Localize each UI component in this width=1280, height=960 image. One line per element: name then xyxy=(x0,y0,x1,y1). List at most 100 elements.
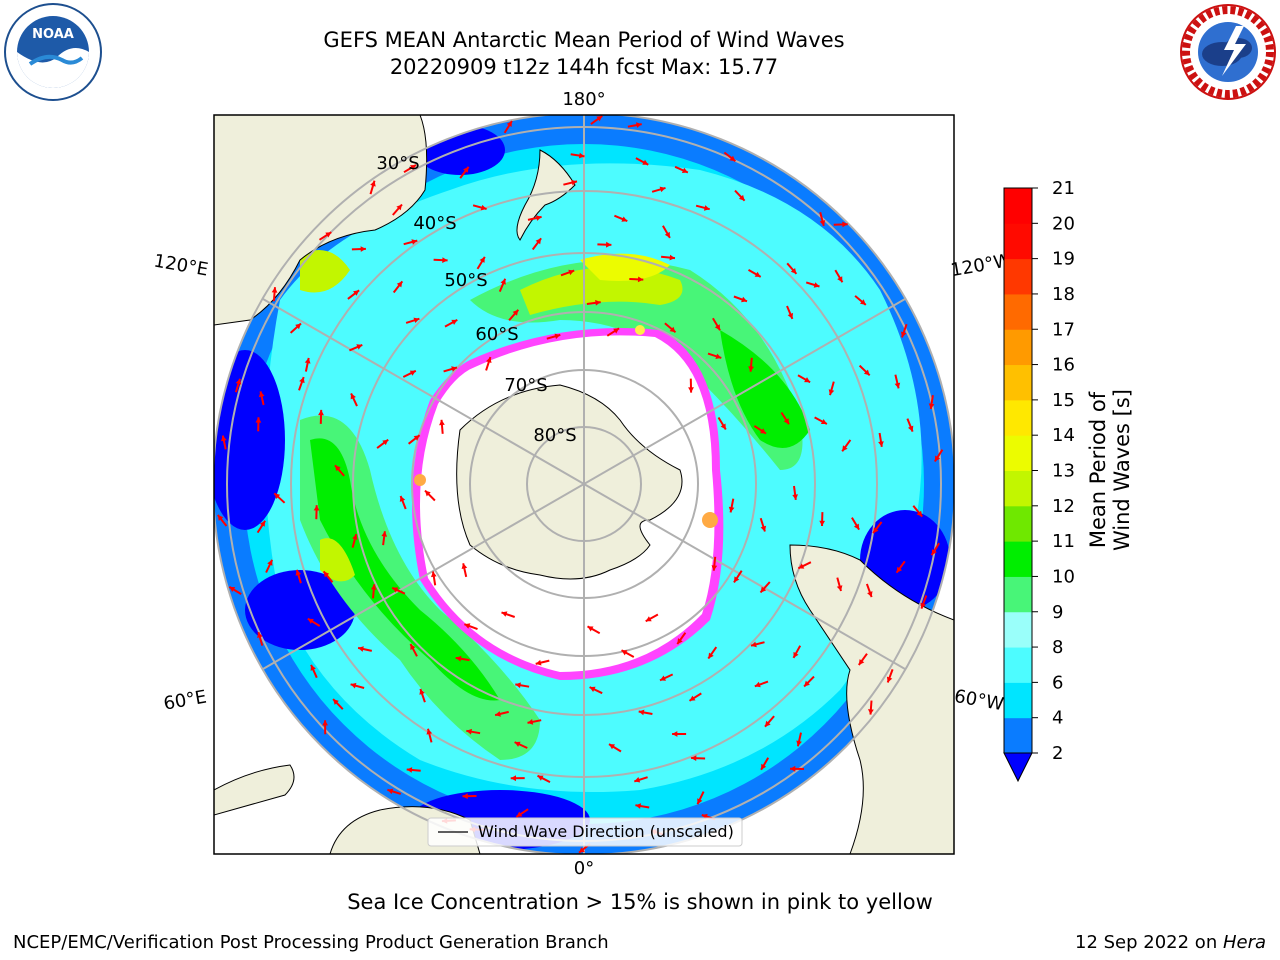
wave-direction-arrowhead xyxy=(439,419,445,426)
wave-direction-arrowhead xyxy=(295,569,302,576)
colorbar: 2 4 6 8 9 10 11 12 13 14 15 16 17 18 19 20 21 xyxy=(1003,178,1075,783)
wave-direction-arrowhead xyxy=(387,788,394,795)
wind-wave-direction-vectors xyxy=(217,115,944,854)
wave-direction-arrowhead xyxy=(495,711,501,717)
wave-direction-arrowhead xyxy=(299,377,305,384)
wave-direction-arrowhead xyxy=(413,317,420,323)
chart-subtitle: 20220909 t12z 144h fcst Max: 15.77 xyxy=(389,55,779,79)
wave-direction-arrowhead xyxy=(307,618,314,624)
lat-label-60s: 60°S xyxy=(475,324,518,345)
wave-direction-arrowhead xyxy=(480,204,487,211)
wave-direction-arrowhead xyxy=(920,602,926,609)
wave-direction-arrowhead xyxy=(787,312,793,319)
wave-direction-arrowhead xyxy=(621,650,628,656)
wave-direction-arrowhead xyxy=(413,435,420,441)
colorbar-segment xyxy=(1004,505,1032,542)
wave-direction-arrowhead xyxy=(609,744,615,750)
wave-direction-arrowhead xyxy=(689,695,696,701)
longitude-gridlines xyxy=(262,115,906,854)
wave-direction-arrowhead xyxy=(858,659,865,665)
wave-direction-arrowhead xyxy=(410,165,416,171)
wave-direction-arrowhead xyxy=(761,763,767,770)
colorbar-tick-label: 21 xyxy=(1052,178,1075,199)
lat-label-80s: 80°S xyxy=(533,425,576,446)
wave-direction-arrowhead xyxy=(642,159,649,165)
footer-machine: Hera xyxy=(1222,932,1266,953)
wave-direction-arrowhead xyxy=(878,441,884,447)
wave-direction-arrowhead xyxy=(886,676,893,683)
sea-ice-note: Sea Ice Concentration > 15% is shown in … xyxy=(347,890,933,914)
wave-direction-arrowhead xyxy=(451,319,458,325)
wave-direction-arrowhead xyxy=(406,767,413,773)
colorbar-segment xyxy=(1004,223,1032,260)
wave-direction-arrowhead xyxy=(356,344,363,350)
wave-direction-arrowhead xyxy=(828,389,835,396)
colorbar-segment xyxy=(1004,258,1032,295)
wave-direction-arrowhead xyxy=(461,563,468,569)
wave-direction-arrowhead xyxy=(688,387,694,393)
wave-direction-arrowhead xyxy=(836,585,843,591)
wave-direction-arrowhead xyxy=(813,282,820,288)
wave-direction-arrowhead xyxy=(419,688,425,695)
wave-direction-arrowhead xyxy=(409,370,416,376)
wave-direction-arrowhead xyxy=(760,586,767,593)
wave-direction-arrowhead xyxy=(310,664,316,671)
wave-direction-arrowhead xyxy=(382,439,389,446)
wave-direction-arrowhead xyxy=(837,276,843,283)
wave-direction-arrowhead xyxy=(323,571,330,578)
colorbar-segment xyxy=(1004,435,1032,471)
wave-direction-arrowhead xyxy=(637,276,644,283)
wave-direction-arrowhead xyxy=(486,357,492,363)
wave-direction-arrowhead xyxy=(613,328,620,334)
wave-direction-arrowhead xyxy=(229,586,236,592)
wave-direction-arrowhead xyxy=(510,775,516,782)
wave-direction-arrowhead xyxy=(257,632,263,638)
africa-land xyxy=(214,806,481,854)
colorbar-tick-label: 16 xyxy=(1052,355,1075,376)
wave-direction-arrowhead xyxy=(451,366,457,372)
wave-direction-arrowhead xyxy=(235,378,242,385)
wave-direction-arrowhead xyxy=(589,686,596,692)
lat-label-40s: 40°S xyxy=(413,213,456,234)
wave-direction-arrowhead xyxy=(392,587,399,593)
wave-direction-arrowhead xyxy=(638,709,645,716)
wave-direction-arrowhead xyxy=(396,204,402,211)
footer-credit: NCEP/EMC/Verification Post Processing Pr… xyxy=(13,932,609,953)
wave-direction-arrowhead xyxy=(274,493,281,499)
wave-direction-arrowhead xyxy=(325,232,332,238)
wave-direction-arrowhead xyxy=(370,180,376,187)
wave-direction-arrowhead xyxy=(527,719,534,725)
wave-direction-arrowhead xyxy=(396,281,403,288)
colorbar-tick-label: 18 xyxy=(1052,284,1075,305)
colorbar-segment xyxy=(1004,293,1032,330)
wave-direction-arrowhead xyxy=(358,646,364,652)
noaa-logo-text: NOAA xyxy=(32,27,74,42)
colorbar-tick-label: 20 xyxy=(1052,213,1075,234)
wave-direction-arrowhead xyxy=(934,455,941,462)
lon-label-120e: 120°E xyxy=(152,250,210,280)
wave-direction-arrowhead xyxy=(514,741,521,747)
wave-direction-arrowhead xyxy=(426,728,433,735)
wave-direction-arrowhead xyxy=(754,681,761,688)
wave-direction-arrowhead xyxy=(501,611,508,617)
wave-direction-arrowhead xyxy=(783,418,789,425)
wave-direction-arrowhead xyxy=(512,309,519,316)
colorbar-tick-label: 8 xyxy=(1052,637,1063,658)
wave-direction-arrowhead xyxy=(819,520,825,526)
wave-direction-arrowhead xyxy=(659,186,666,193)
wave-direction-arrowhead xyxy=(410,644,416,650)
legend-label: Wind Wave Direction (unscaled) xyxy=(478,822,734,841)
wave-direction-arrowhead xyxy=(636,122,642,128)
wave-direction-arrowhead xyxy=(751,641,757,648)
wave-direction-arrowhead xyxy=(793,651,799,658)
colorbar-extend-low xyxy=(1003,752,1033,783)
wave-direction-arrowhead xyxy=(333,699,339,705)
wave-direction-arrowhead xyxy=(894,382,901,389)
wave-direction-arrowhead xyxy=(621,216,628,222)
lat-label-50s: 50°S xyxy=(444,270,487,291)
wave-direction-arrowhead xyxy=(669,326,676,333)
wave-direction-arrowhead xyxy=(431,571,437,578)
wave-direction-arrowhead xyxy=(479,256,485,263)
map-frame xyxy=(213,114,955,855)
lat-label-70s: 70°S xyxy=(504,375,547,396)
